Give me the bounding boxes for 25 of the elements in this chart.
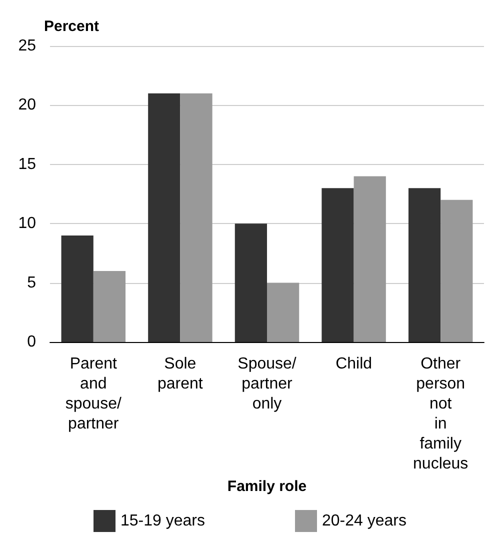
legend-label: 20-24 years [322, 512, 406, 530]
bar [93, 270, 126, 342]
bar [322, 188, 354, 342]
bar [354, 176, 386, 342]
bar [267, 282, 300, 342]
bar [440, 200, 473, 342]
bar [148, 93, 180, 342]
y-tick-label: 5 [27, 274, 36, 292]
x-tick-label: Other person not in family nucleus [413, 356, 468, 472]
y-tick-label: 15 [18, 156, 36, 173]
x-tick-label: Spouse/ partner only [238, 356, 297, 412]
x-tick-label: Sole parent [158, 356, 204, 392]
y-tick-label: 25 [18, 38, 36, 54]
y-axis-title: Percent [44, 18, 100, 35]
bar [180, 93, 212, 342]
x-tick-label: Child [336, 356, 372, 372]
x-tick-label: Parent and spouse/ partner [65, 356, 122, 432]
legend-label: 15-19 years [120, 512, 206, 530]
y-tick-label: 0 [27, 334, 36, 350]
bar [61, 235, 94, 342]
y-tick-label: 20 [18, 96, 36, 114]
bar [234, 224, 267, 342]
x-axis-title: Family role [227, 478, 307, 495]
bar [408, 188, 441, 342]
y-tick-label: 10 [18, 215, 36, 232]
